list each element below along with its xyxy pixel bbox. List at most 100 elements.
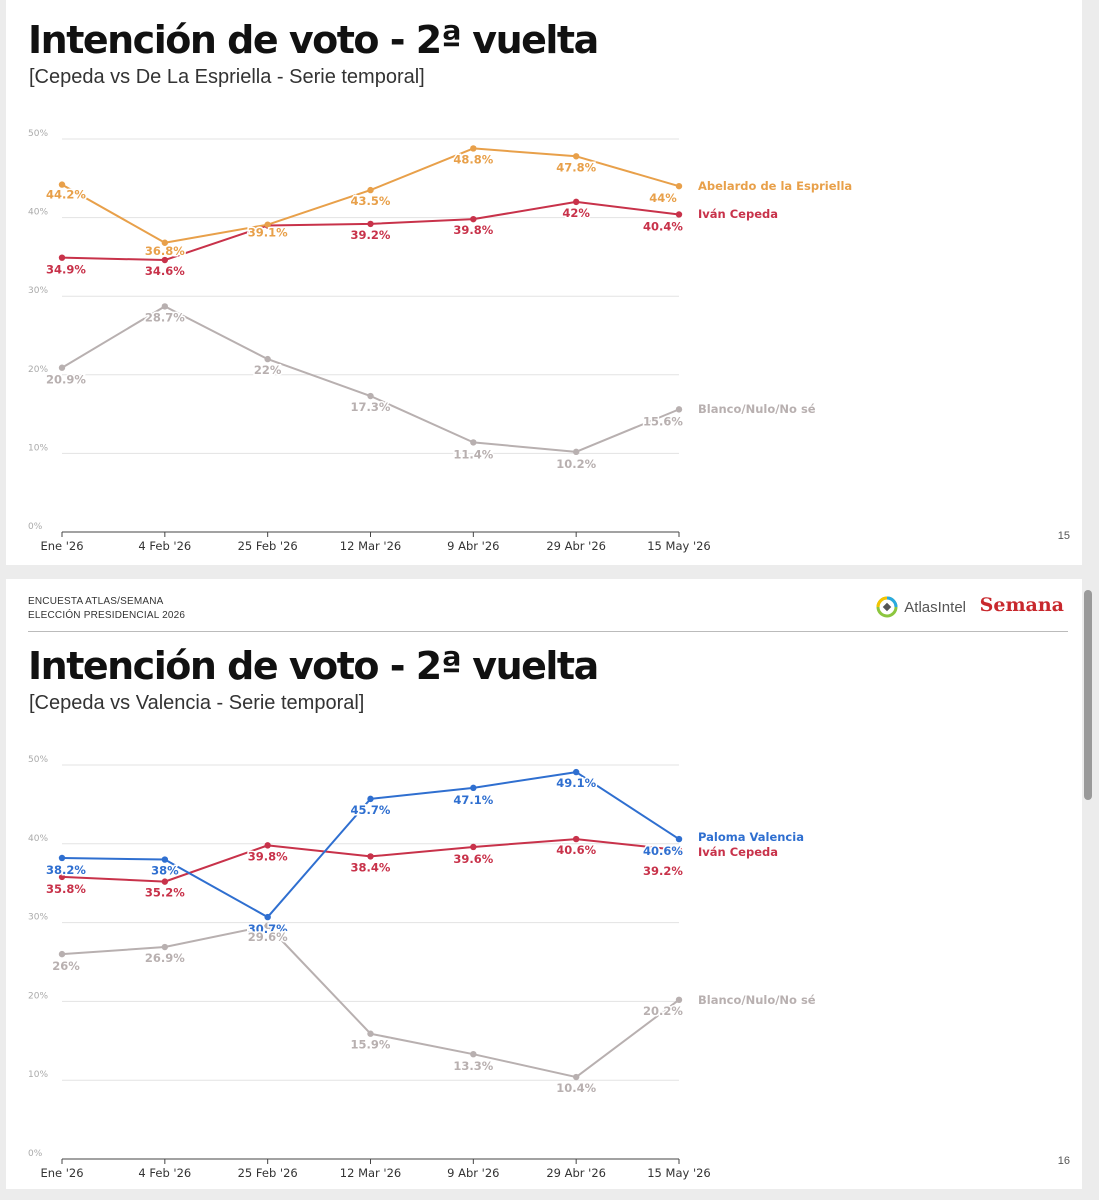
y-tick-label: 50% (28, 755, 48, 765)
series-name-label: Blanco/Nulo/No sé (698, 993, 816, 1007)
y-tick-label: 0% (28, 522, 43, 532)
data-point (572, 1073, 580, 1081)
data-point (470, 1050, 477, 1058)
series-name-label: Iván Cepeda (698, 845, 778, 859)
data-label: 39.8% (453, 223, 493, 237)
series-name-label: Iván Cepeda (698, 207, 778, 221)
data-label: 38.4% (351, 860, 391, 874)
data-point (572, 198, 580, 206)
atlasintel-logo: AtlasIntel (876, 596, 966, 618)
y-tick-label: 40% (28, 834, 48, 844)
data-label: 38% (151, 864, 179, 878)
data-point (58, 950, 66, 958)
y-tick-label: 50% (28, 129, 48, 139)
data-point (367, 1030, 374, 1037)
x-tick-label: 15 May '26 (647, 1166, 711, 1180)
data-label: 40.4% (643, 219, 683, 233)
data-point (161, 256, 169, 264)
data-label: 22% (254, 363, 282, 377)
data-point (161, 303, 169, 310)
vertical-scrollbar[interactable] (1084, 590, 1092, 800)
data-point (161, 943, 169, 951)
slide-subtitle: [Cepeda vs Valencia - Serie temporal] (29, 692, 365, 714)
data-point (572, 768, 580, 776)
data-label: 38.2% (46, 863, 86, 877)
data-point (58, 181, 66, 188)
series-name-label: Abelardo de la Espriella (698, 179, 852, 193)
data-point (58, 364, 66, 371)
data-point (264, 842, 271, 849)
data-label: 47.8% (556, 160, 596, 174)
y-tick-label: 30% (28, 286, 48, 296)
x-tick-label: 29 Abr '26 (546, 1166, 606, 1180)
data-label: 47.1% (453, 793, 493, 807)
data-label: 49.1% (556, 776, 596, 790)
data-label: 35.2% (145, 886, 185, 900)
chart-cepeda-vs-espriella: 0% 10% 20% 30% 40% 50% Ene '26 4 Feb '26 25 Feb … (28, 129, 852, 553)
data-point (675, 406, 683, 413)
x-tick-label: 4 Feb '26 (138, 539, 191, 553)
page-number: 16 (1057, 1155, 1070, 1167)
series-line (61, 305, 680, 453)
chart-cepeda-vs-valencia: 0% 10% 20% 30% 40% 50% Ene '26 4 Feb '26 25 Feb … (28, 755, 816, 1180)
data-point (58, 254, 66, 261)
data-label: 48.8% (453, 152, 493, 166)
x-tick-label: 9 Abr '26 (447, 1166, 499, 1180)
data-label: 20.9% (46, 373, 86, 387)
slide-16: ENCUESTA ATLAS/SEMANA ELECCIÓN PRESIDENC… (6, 579, 1082, 1189)
data-point (161, 878, 169, 885)
survey-name: ENCUESTA ATLAS/SEMANA (28, 596, 164, 607)
data-label: 20.2% (643, 1004, 683, 1018)
data-point (675, 996, 683, 1004)
data-label: 39.2% (643, 864, 683, 878)
x-tick-label: 4 Feb '26 (138, 1166, 191, 1180)
data-point (367, 795, 374, 803)
data-label: 34.6% (145, 264, 185, 278)
data-label: 39.1% (248, 226, 288, 240)
data-label: 44.2% (46, 188, 86, 202)
atlasintel-logo-text: AtlasIntel (904, 598, 966, 616)
y-tick-label: 10% (28, 443, 48, 453)
data-point (264, 913, 271, 921)
y-tick-label: 10% (28, 1070, 48, 1080)
data-label: 36.8% (145, 244, 185, 258)
semana-logo: Semana (979, 594, 1064, 616)
x-tick-label: Ene '26 (40, 1166, 83, 1180)
data-label: 35.8% (46, 882, 86, 896)
data-label: 42% (562, 206, 590, 220)
data-point (367, 853, 374, 860)
data-point (675, 182, 683, 190)
data-point (470, 145, 477, 152)
data-point (470, 784, 477, 792)
data-point (264, 922, 271, 929)
slide-15: Intención de voto - 2ª vuelta [Cepeda vs… (6, 0, 1082, 565)
data-label: 39.2% (351, 228, 391, 242)
y-tick-label: 0% (28, 1149, 43, 1159)
data-point (58, 854, 66, 862)
y-tick-label: 20% (28, 365, 48, 375)
slide-title: Intención de voto - 2ª vuelta (28, 644, 599, 688)
header-divider (28, 631, 1068, 632)
data-point (367, 220, 374, 228)
data-label: 39.8% (248, 849, 288, 863)
page-number: 15 (1057, 530, 1070, 542)
data-point (264, 221, 271, 228)
data-label: 34.9% (46, 263, 86, 277)
slide-title: Intención de voto - 2ª vuelta (28, 18, 599, 62)
x-tick-label: Ene '26 (40, 539, 83, 553)
y-tick-label: 40% (28, 208, 48, 218)
data-label: 17.3% (351, 400, 391, 414)
y-tick-label: 30% (28, 913, 48, 923)
data-point (161, 856, 169, 863)
data-label: 39.6% (453, 852, 493, 866)
data-label: 44% (649, 191, 677, 205)
data-point (572, 153, 580, 160)
data-point (58, 873, 66, 881)
data-point (470, 215, 477, 223)
data-label: 10.4% (556, 1081, 596, 1095)
data-label: 45.7% (351, 803, 391, 817)
y-tick-label: 20% (28, 991, 48, 1001)
data-point (572, 448, 580, 456)
data-label: 43.5% (351, 194, 391, 208)
data-label: 13.3% (453, 1059, 493, 1073)
